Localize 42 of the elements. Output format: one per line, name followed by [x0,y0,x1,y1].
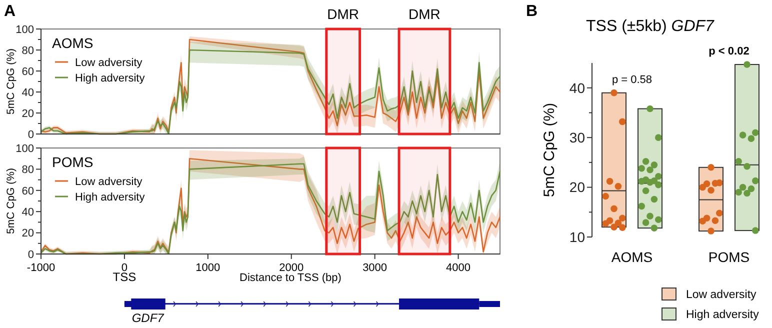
text: GDF7 [132,311,166,325]
text: B [526,3,538,20]
text: p < 0.02 [708,45,750,58]
legend-label: High adversity [75,72,146,84]
x-tick-label: 3000 [362,262,388,274]
text: A [4,3,16,20]
y-tick-label: 30 [569,129,586,146]
y-tick-label: 60 [22,66,34,78]
legend-label: Low adversity [686,289,757,302]
y-tick-label: 100 [16,142,34,155]
y-axis-title: 5mC CpG (%) [541,102,558,198]
legend-label: Low adversity [75,176,143,188]
x-tick-label: 1000 [196,262,220,274]
chart-title: POMS [52,154,94,170]
x-tick-label: 4000 [446,262,471,274]
legend-label: High adversity [75,191,146,204]
y-tick-label: 80 [22,44,34,57]
y-tick-label: 60 [22,185,34,198]
x-tick-label: -1000 [26,262,56,274]
chart-title: AOMS [52,35,94,51]
chart-title: TSS (±5kb) GDF7 [586,18,716,35]
annotation: p = 0.58 [612,74,652,86]
y-tick-label: 20 [569,179,586,196]
y-tick-label: 80 [22,164,34,176]
y-tick-label: 40 [22,86,34,99]
y-tick-label: 40 [22,206,34,218]
y-tick-label: 20 [22,228,34,240]
y-tick-label: 10 [569,228,586,245]
y-axis-title: 5mC CpG (%) [5,168,17,234]
x-tick-label: 2000 [279,262,304,274]
legend-label: High adversity [686,309,760,322]
x-tick-label: POMS [708,249,750,265]
x-tick-label: AOMS [611,249,653,265]
y-tick-label: 100 [16,24,34,36]
y-axis-title: 5mC CpG (%) [5,48,17,114]
band-label: DMR [408,6,440,22]
x-axis-title: Distance to TSS (bp) [240,272,342,284]
band-label: DMR [327,6,360,22]
y-tick-label: 0 [28,128,34,141]
legend-label: Low adversity [75,56,143,69]
y-tick-label: 40 [569,80,586,96]
y-tick-label: 20 [22,108,34,120]
